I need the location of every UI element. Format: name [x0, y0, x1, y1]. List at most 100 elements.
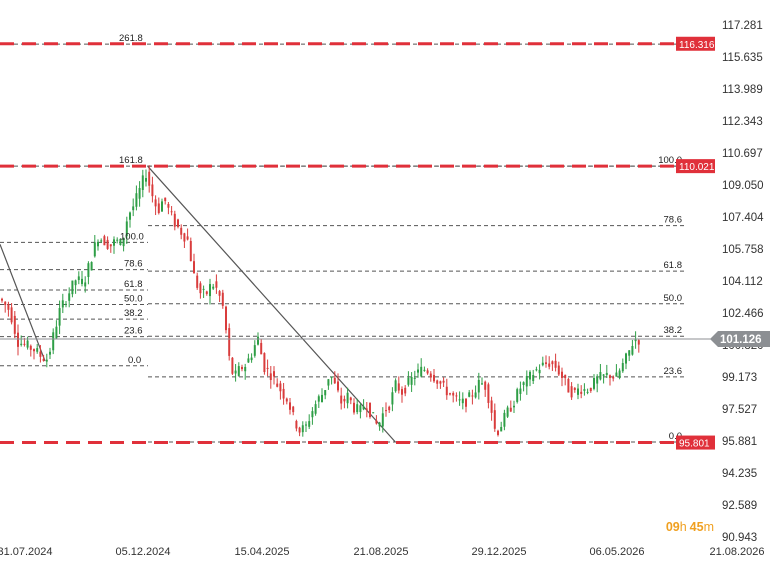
candle-body	[7, 304, 10, 310]
candle-body	[634, 339, 637, 342]
candle-body	[1, 298, 3, 301]
fib-level-label: 23.6	[124, 326, 143, 337]
fib-level-label: 0.0	[669, 431, 682, 442]
candle-body	[359, 405, 362, 413]
candle-body	[154, 199, 157, 207]
candle-body	[541, 362, 544, 366]
candle-body	[471, 395, 474, 397]
candle-body	[279, 383, 282, 392]
fib-level-label: 100.0	[658, 155, 682, 166]
candle-body	[519, 388, 522, 394]
candle-body	[599, 371, 602, 380]
candle-body	[109, 244, 112, 247]
fib-level-label: 50.0	[664, 293, 683, 304]
candle-body	[349, 397, 352, 401]
candle-body	[237, 366, 240, 376]
candle-body	[218, 291, 221, 296]
candle-body	[202, 288, 205, 290]
candle-body	[369, 402, 371, 418]
candle-body	[618, 370, 621, 378]
candle-body	[596, 376, 599, 384]
candle-body	[68, 293, 71, 301]
candle-body	[593, 377, 595, 389]
candle-body	[225, 306, 227, 331]
candle-body	[58, 308, 61, 326]
candle-body	[429, 373, 432, 378]
candle-body	[333, 377, 336, 384]
candle-body	[23, 343, 26, 345]
candle-body	[321, 394, 323, 402]
candle-body	[138, 188, 141, 199]
x-tick-label: 05.12.2024	[115, 546, 170, 558]
trend-lines	[0, 166, 396, 443]
candle-body	[87, 263, 90, 278]
candle-body	[330, 376, 333, 378]
fib-level-label: 38.2	[124, 308, 143, 319]
trend-line	[0, 244, 46, 362]
candle-body	[177, 219, 179, 227]
y-tick-label: 104.112	[722, 276, 763, 288]
candle-body	[61, 300, 64, 308]
candle-body	[401, 389, 403, 395]
x-tick-label: 29.12.2025	[471, 546, 526, 558]
candle-body	[394, 380, 397, 392]
fib-level-label: 261.8	[119, 33, 143, 44]
candle-body	[385, 410, 387, 412]
candle-body	[497, 430, 499, 435]
candle-body	[116, 239, 119, 241]
candle-body	[90, 262, 93, 271]
candle-body	[439, 381, 442, 384]
candle-body	[567, 378, 570, 393]
candle-body	[509, 407, 512, 412]
candle-body	[36, 348, 39, 352]
candle-body	[484, 381, 487, 390]
candle-body	[308, 421, 311, 427]
candle-body	[609, 375, 611, 378]
candle-body	[81, 278, 83, 285]
current-price-label: 101.126	[720, 334, 762, 346]
candle-body	[93, 242, 96, 257]
timer-m: m	[704, 520, 714, 534]
x-axis: 31.07.2024 05.12.2024 15.04.2025 21.08.2025…	[0, 546, 765, 558]
candle-body	[612, 377, 615, 379]
candle-body	[167, 204, 170, 208]
candle-body	[327, 379, 330, 386]
candle-body	[193, 261, 195, 274]
current-price-tag	[710, 331, 770, 348]
candle-body	[554, 360, 557, 368]
candle-body	[132, 206, 135, 211]
price-tag-label: 116.316	[679, 40, 715, 51]
candle-body	[183, 233, 186, 242]
candle-body	[452, 392, 455, 396]
candle-body	[273, 371, 275, 377]
candle-body	[84, 282, 87, 287]
candle-body	[561, 371, 563, 378]
candle-body	[311, 411, 314, 418]
candle-body	[257, 336, 259, 345]
candle-body	[125, 221, 128, 237]
candle-body	[516, 389, 519, 402]
price-tag-label: 95.801	[679, 439, 710, 450]
candle-body	[375, 420, 378, 424]
candle-body	[503, 412, 506, 427]
x-tick-label: 21.08.2026	[709, 546, 764, 558]
candle-body	[103, 236, 106, 246]
y-axis: 117.281 115.635 113.989 112.343 110.697 109.0…	[722, 20, 764, 544]
candle-body	[381, 413, 384, 427]
x-tick-label: 31.07.2024	[0, 546, 53, 558]
candle-body	[570, 386, 573, 398]
fib-level-label: 23.6	[664, 366, 683, 377]
candle-body	[119, 238, 122, 246]
candle-body	[586, 391, 589, 393]
candle-body	[532, 375, 535, 382]
candle-body	[141, 175, 144, 190]
x-tick-label: 06.05.2026	[589, 546, 644, 558]
y-tick-label: 107.404	[722, 212, 764, 224]
candle-body	[260, 342, 263, 355]
y-tick-label: 105.758	[722, 244, 764, 256]
fib-level-label: 78.6	[664, 215, 683, 226]
candle-body	[20, 343, 23, 345]
candle-body	[45, 359, 48, 362]
timer-hours: 09	[666, 520, 680, 534]
